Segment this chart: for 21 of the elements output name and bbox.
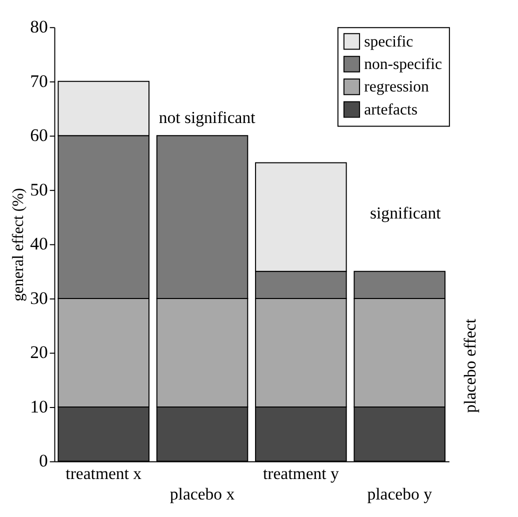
annotation: significant (370, 204, 442, 223)
text: placebo effect (460, 318, 480, 413)
y-tick-label: 20 (30, 342, 48, 362)
x-tick-label: placebo x (170, 484, 236, 504)
y-tick-label: 50 (30, 179, 48, 200)
x-tick-label: placebo y (367, 484, 433, 504)
legend-label: specific (364, 33, 414, 50)
y-tick-label: 10 (30, 396, 48, 416)
y-tick-label: 80 (30, 16, 48, 37)
legend-label: non-specific (364, 56, 442, 74)
y-tick-label: 30 (30, 288, 48, 308)
y-tick-label: 70 (30, 70, 48, 91)
x-tick-label: treatment x (66, 464, 142, 484)
legend-label: artefacts (364, 101, 418, 118)
y-tick-label: 0 (38, 450, 48, 471)
legend-label: regression (364, 78, 429, 96)
x-tick-label: treatment y (262, 464, 340, 484)
y-axis-title: general effect (%) (10, 188, 28, 302)
y-tick-label: 40 (30, 234, 48, 254)
y-tick-label: 60 (30, 125, 48, 146)
annotation: not significant (158, 108, 256, 128)
